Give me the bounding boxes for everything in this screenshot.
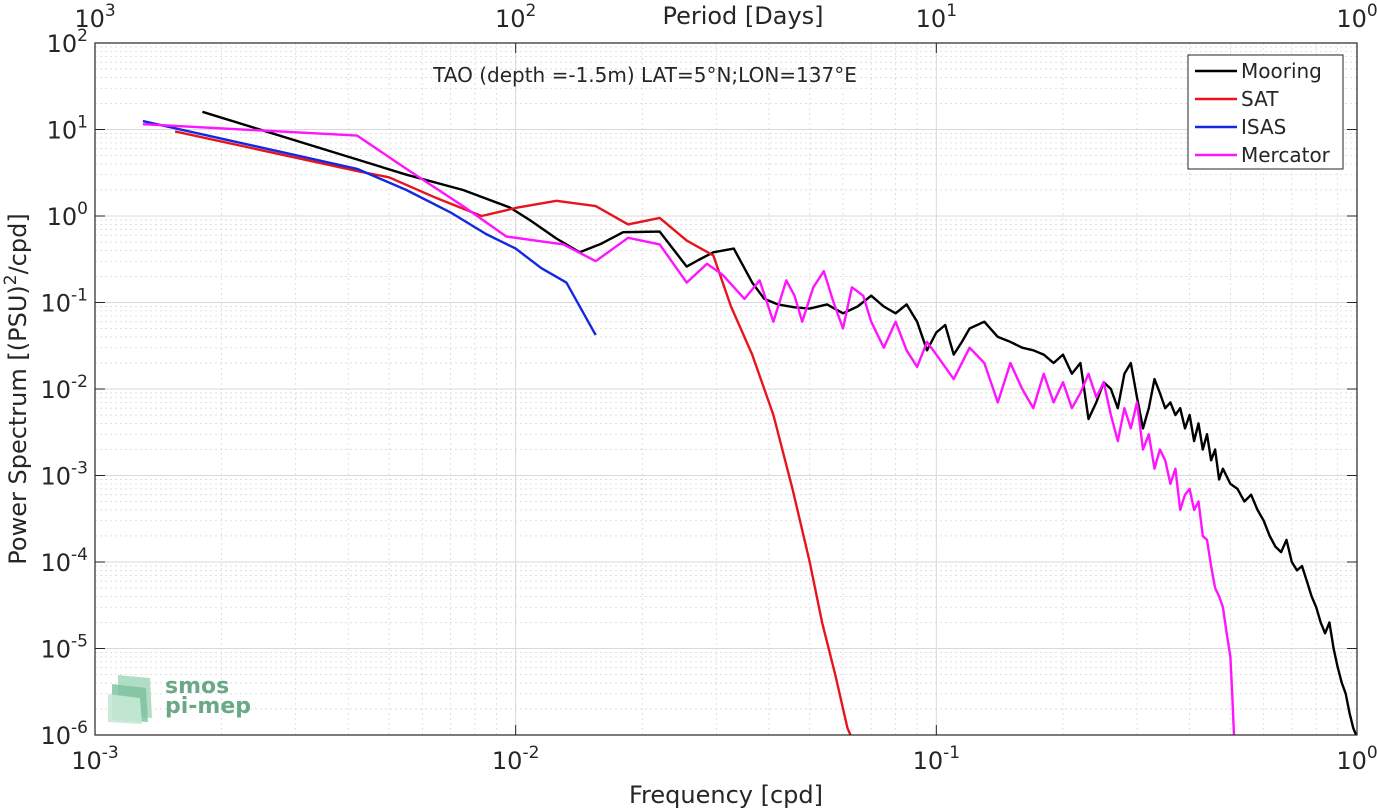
x-tick-label-exponent: 0 bbox=[1367, 743, 1377, 763]
y-tick-label-exponent: -2 bbox=[71, 372, 88, 392]
smos-pimep-logo: smos pi-mep bbox=[108, 674, 251, 724]
legend-label-isas: ISAS bbox=[1241, 115, 1286, 139]
series-line-mooring bbox=[202, 110, 1358, 736]
logo-mark-front bbox=[108, 694, 142, 724]
ticks bbox=[94, 42, 1358, 736]
top-axis-title: Period [Days] bbox=[662, 2, 823, 30]
x-tick-label: 10-3 bbox=[71, 743, 119, 775]
y-tick-label-base: 10 bbox=[47, 30, 78, 58]
top-tick-label-exponent: 3 bbox=[105, 1, 116, 21]
series-layer bbox=[142, 110, 1358, 736]
x-tick-label-exponent: -1 bbox=[943, 743, 960, 763]
x-tick-label-base: 10 bbox=[492, 747, 523, 775]
top-tick-label: 102 bbox=[495, 1, 536, 33]
x-tick-label: 10-1 bbox=[913, 743, 961, 775]
y-tick-label-exponent: -6 bbox=[71, 718, 88, 738]
y-tick-label: 10-2 bbox=[41, 372, 89, 404]
x-tick-label-base: 10 bbox=[913, 747, 944, 775]
y-tick-label-exponent: 2 bbox=[77, 26, 88, 46]
y-tick-label: 10-4 bbox=[41, 545, 89, 577]
y-tick-label-base: 10 bbox=[41, 376, 72, 404]
legend-label-mercator: Mercator bbox=[1241, 143, 1331, 167]
y-tick-label-base: 10 bbox=[41, 722, 72, 750]
y-axis-title: Power Spectrum [(PSU)2/cpd] bbox=[1, 213, 32, 564]
y-tick-label-exponent: -5 bbox=[71, 632, 88, 652]
top-tick-label: 101 bbox=[916, 1, 957, 33]
top-tick-label-base: 10 bbox=[916, 5, 947, 33]
legend: Mooring SAT ISAS Mercator bbox=[1187, 54, 1344, 170]
y-tick-label: 101 bbox=[47, 113, 88, 145]
logo-text-smos: smos bbox=[165, 674, 229, 699]
y-tick-label: 10-5 bbox=[41, 632, 89, 664]
x-tick-label-base: 10 bbox=[1336, 747, 1367, 775]
top-tick-label: 100 bbox=[1336, 1, 1377, 33]
legend-box bbox=[1187, 54, 1344, 170]
logo-text-pimep: pi-mep bbox=[165, 694, 251, 719]
y-tick-label: 10-1 bbox=[41, 286, 89, 318]
y-tick-label-exponent: -3 bbox=[71, 459, 88, 479]
y-axis-title-tail: /cpd] bbox=[4, 213, 32, 274]
y-tick-label: 10-3 bbox=[41, 459, 89, 491]
legend-label-sat: SAT bbox=[1241, 87, 1279, 111]
y-tick-label-base: 10 bbox=[47, 117, 78, 145]
top-tick-label-exponent: 2 bbox=[526, 1, 537, 21]
y-tick-label-exponent: 0 bbox=[77, 199, 88, 219]
top-tick-label-exponent: 1 bbox=[946, 1, 957, 21]
top-tick-labels: 103 102 101 100 bbox=[74, 1, 1377, 33]
y-axis-title-sup: 2 bbox=[1, 274, 21, 285]
series-line-mercator bbox=[142, 123, 1236, 736]
y-axis-title-main: Power Spectrum [(PSU) bbox=[4, 285, 32, 564]
x-axis-title: Frequency [cpd] bbox=[629, 781, 823, 809]
x-tick-label: 100 bbox=[1336, 743, 1377, 775]
y-tick-label-exponent: -1 bbox=[71, 286, 88, 306]
series-line-isas bbox=[142, 119, 597, 336]
x-tick-label-exponent: -2 bbox=[522, 743, 539, 763]
chart-annotation: TAO (depth =-1.5m) LAT=5°N;LON=137°E bbox=[432, 63, 857, 87]
series-line-sat bbox=[174, 130, 852, 736]
y-tick-label-base: 10 bbox=[41, 549, 72, 577]
y-tick-label-base: 10 bbox=[41, 463, 72, 491]
x-tick-label: 10-2 bbox=[492, 743, 540, 775]
top-tick-label-base: 10 bbox=[1336, 5, 1367, 33]
legend-label-mooring: Mooring bbox=[1241, 59, 1322, 83]
x-tick-label-base: 10 bbox=[71, 747, 102, 775]
x-tick-label-exponent: -3 bbox=[102, 743, 119, 763]
top-tick-label-exponent: 0 bbox=[1367, 1, 1377, 21]
top-tick-label-base: 10 bbox=[74, 5, 105, 33]
y-tick-label: 10-6 bbox=[41, 718, 89, 750]
top-tick-label: 103 bbox=[74, 1, 115, 33]
y-tick-label-base: 10 bbox=[47, 203, 78, 231]
y-tick-label: 102 bbox=[47, 26, 88, 58]
y-tick-label-exponent: -4 bbox=[71, 545, 88, 565]
y-tick-label-base: 10 bbox=[41, 636, 72, 664]
y-tick-label: 100 bbox=[47, 199, 88, 231]
x-tick-labels: 10-3 10-2 10-1 100 bbox=[71, 743, 1377, 775]
y-tick-label-exponent: 1 bbox=[77, 113, 88, 133]
top-tick-label-base: 10 bbox=[495, 5, 526, 33]
grid bbox=[94, 42, 1358, 736]
y-tick-label-base: 10 bbox=[41, 290, 72, 318]
